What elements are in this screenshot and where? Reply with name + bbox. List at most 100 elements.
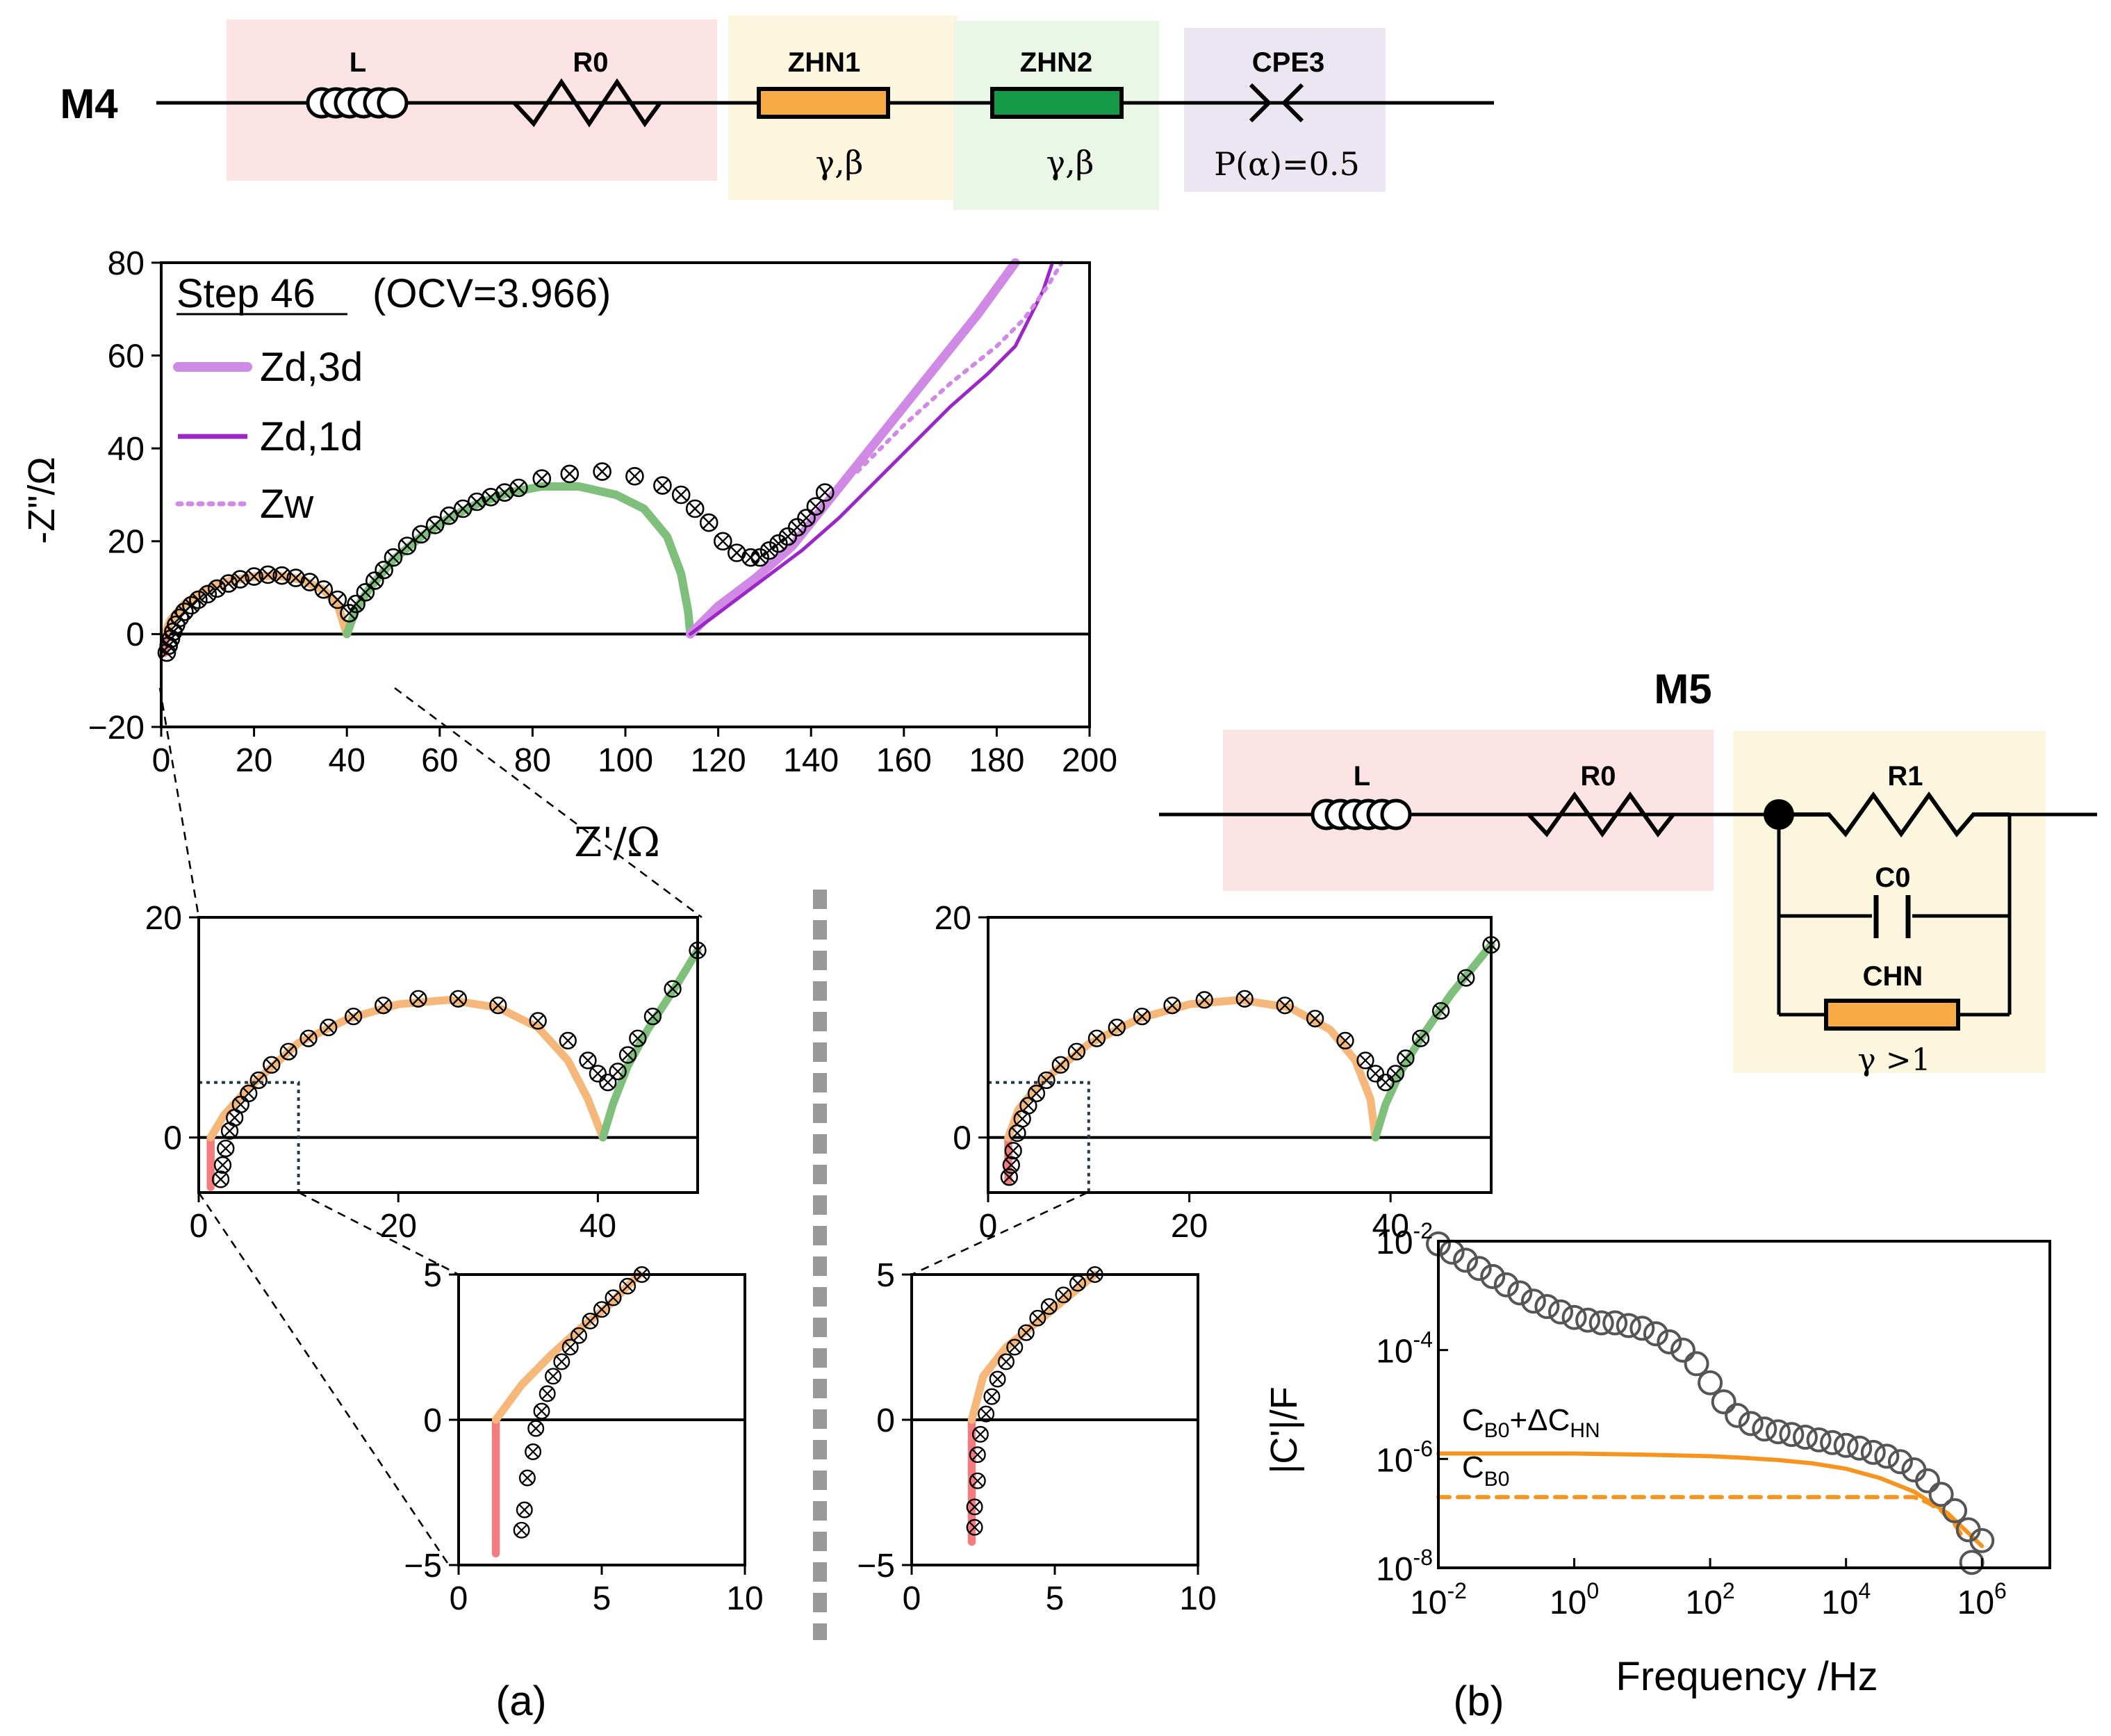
cap-marker [1466, 1256, 1492, 1281]
zoom-left-mid-xtick-label: 40 [580, 1208, 616, 1245]
zoom-right-mid-xtick-label: 0 [979, 1208, 998, 1245]
zoom-right-mid-frame [987, 916, 1493, 1194]
m4-title: M4 [60, 81, 118, 127]
zoom-right-small-chart: 0 5 10−505 [857, 1257, 1216, 1617]
cap-marker [1698, 1370, 1723, 1395]
cap-marker [1684, 1351, 1709, 1377]
cap-xtick-label: 10-2 [1410, 1578, 1467, 1621]
m5-resistor0-icon [1527, 791, 1675, 838]
main-plot-marker [653, 476, 672, 495]
cap-marker [1493, 1272, 1519, 1297]
zoom-right-small-xtick-label: 10 [1179, 1580, 1216, 1617]
main-plot-series-zw [855, 261, 1064, 474]
zoom-left-small-marker [525, 1443, 542, 1460]
cap-marker [1887, 1449, 1913, 1475]
main-plot-xtick-label: 200 [1062, 742, 1117, 779]
zoom-left-mid-ytick-label: 20 [145, 900, 182, 937]
m5-capacitor-icon [1873, 895, 1911, 938]
m5-chn-icon [1824, 999, 1960, 1031]
m4-label-zhn1: ZHN1 [788, 47, 860, 78]
cap-marker [1548, 1299, 1573, 1325]
m5-title: M5 [1654, 666, 1711, 712]
main-xlabel: Z'/Ω [574, 819, 660, 866]
main-plot-xtick-label: 120 [691, 742, 746, 779]
m4-zhn2-icon [990, 87, 1124, 119]
main-plot-ytick-label: 40 [108, 431, 145, 468]
main-plot-marker [593, 462, 611, 481]
cap-marker [1643, 1321, 1668, 1347]
cap-marker [1711, 1389, 1736, 1415]
cap-xtick-label: 102 [1686, 1578, 1735, 1621]
cap-marker [1959, 1550, 1985, 1575]
main-plot-xtick-label: 40 [329, 742, 365, 779]
zoom-connectors [158, 687, 1088, 1566]
main-plot-xtick-label: 100 [598, 742, 653, 779]
main-plot-marker [625, 466, 644, 486]
zoom-left-mid-marker [211, 1170, 230, 1188]
cap-marker [1860, 1439, 1886, 1465]
cap-marker [1657, 1329, 1682, 1354]
cap-marker [1534, 1294, 1560, 1319]
cap-ytick-label: 10-4 [1376, 1327, 1433, 1370]
cap-xtick-label: 106 [1957, 1578, 2007, 1621]
cap-marker [1507, 1280, 1533, 1306]
m4-zhn1-icon [757, 87, 890, 119]
zoom-right-small-marker [998, 1353, 1015, 1370]
m4-sub-cpe3: P(α)=0.5 [1214, 145, 1360, 183]
zoom-right-mid-chart: 0 20 40 0 20 [935, 900, 1500, 1245]
zoom-left-mid-ytick-label: 0 [163, 1120, 182, 1157]
main-plot-marker [714, 532, 732, 551]
m4-label-zhn2: ZHN2 [1020, 47, 1092, 78]
cap-marker [1752, 1416, 1777, 1442]
main-plot-marker [685, 499, 705, 518]
main-ylabel: -Z"/Ω [21, 457, 63, 544]
cap-marker [1942, 1498, 1968, 1523]
zoom-left-mid-xtick-label: 0 [190, 1208, 208, 1245]
cap-series-cb0-plus-dchn [1436, 1451, 1985, 1548]
main-nyquist-chart: 0 20 40 60 80 100 120 140 160 180 200−20020406080 … [21, 245, 1117, 866]
zoom-right-small-series-fit-orange [967, 1270, 1099, 1424]
cap-marker [1453, 1247, 1479, 1273]
zoom-left-small-ytick-label: 5 [423, 1257, 442, 1294]
m4-resistor-icon [512, 78, 662, 128]
cap-marker [1616, 1313, 1641, 1338]
zoom-right-mid-marker [1356, 1051, 1374, 1070]
cap-xlabel: Frequency /Hz [1616, 1654, 1878, 1699]
zoom-right-small-marker [983, 1388, 1001, 1405]
zoom-left-small-ytick-label: −5 [404, 1548, 442, 1584]
cap-marker [1833, 1432, 1859, 1458]
m5-inductor-icon [1311, 799, 1412, 830]
main-plot-ytick-label: 0 [126, 616, 145, 653]
m5-label-R0: R0 [1580, 761, 1616, 792]
zoom-left-small-marker [545, 1368, 561, 1385]
m5-label-chn: CHN [1863, 961, 1923, 992]
zoom-left-mid-marker [217, 1139, 235, 1158]
main-plot-xtick-label: 0 [152, 742, 171, 779]
cap-marker [1847, 1435, 1873, 1461]
main-plot-series-zd-3d [686, 258, 1020, 639]
cap-marker [1561, 1304, 1587, 1330]
zoom-left-small-ytick-label: 0 [423, 1402, 442, 1439]
zoom-right-mid-series-fit-green [1371, 940, 1495, 1142]
m4-sub-zhn2: γ,β [1046, 144, 1094, 181]
cap-marker [1915, 1468, 1940, 1493]
zoom-right-small-marker [989, 1370, 1006, 1388]
main-plot-xtick-label: 180 [969, 742, 1024, 779]
zoom-left-mid-marker [579, 1051, 597, 1070]
zoom-left-small-xtick-label: 0 [450, 1580, 468, 1617]
m4-sub-zhn1: γ,β [816, 144, 864, 181]
zoom-right-mid-marker [1366, 1065, 1385, 1083]
cap-marker [1738, 1411, 1764, 1436]
zoom-left-small-marker [516, 1501, 533, 1518]
cap-ytick-label: 10-6 [1376, 1436, 1433, 1479]
main-plot-series-zd-1d [689, 261, 1055, 636]
zoom-left-small-marker [539, 1385, 556, 1402]
zoom-right-small-xtick-label: 0 [903, 1580, 921, 1617]
zoom-right-small-ytick-label: −5 [857, 1548, 895, 1584]
m5-resistor1-icon [1779, 791, 2010, 838]
main-plot-marker [671, 485, 691, 505]
zoom-left-small-xtick-label: 10 [726, 1580, 763, 1617]
zoom-left-mid-series-fit-green [598, 946, 702, 1142]
cap-frame [1437, 1240, 2051, 1569]
